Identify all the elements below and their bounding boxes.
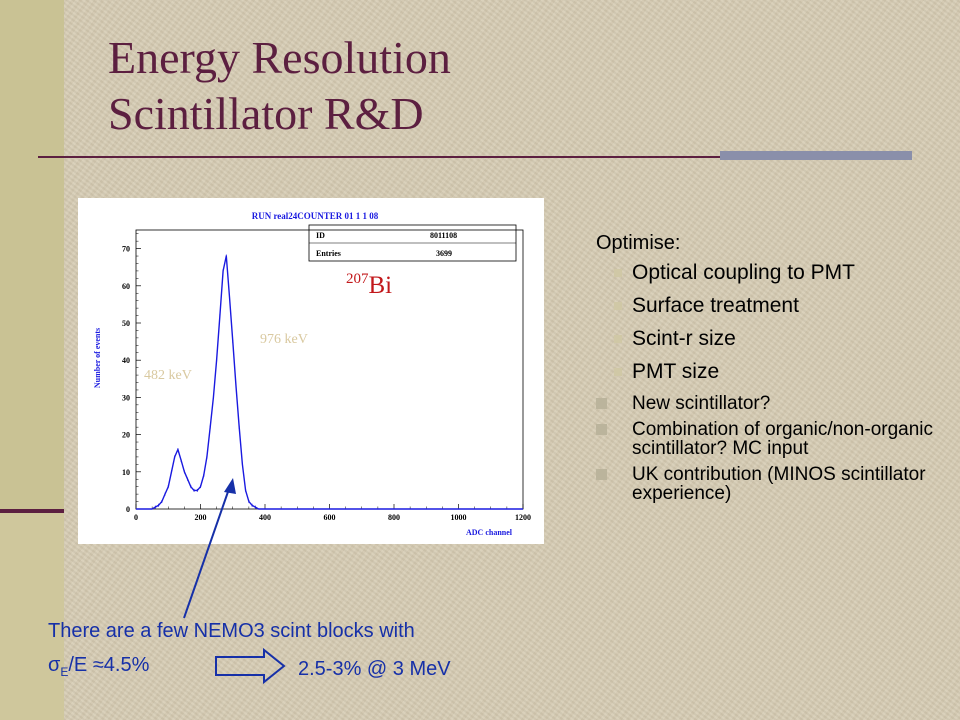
sub-item-scint-size: Scint-r size xyxy=(596,328,946,349)
stats-entries-value: 3699 xyxy=(436,249,452,258)
y-tick-label-3: 30 xyxy=(122,393,130,402)
sigma-symbol: σ xyxy=(48,654,61,676)
x-tick-label-4: 800 xyxy=(388,513,400,522)
y-tick-label-2: 20 xyxy=(122,431,130,440)
y-tick-label-4: 40 xyxy=(122,356,130,365)
title-line-2: Scintillator R&D xyxy=(108,88,424,139)
main-bullet-list: New scintillator? Combination of organic… xyxy=(596,394,946,503)
x-tick-label-0: 0 xyxy=(134,513,138,522)
bullet-list-panel: Optimise: Optical coupling to PMT Surfac… xyxy=(596,232,946,510)
item-new-scintillator: New scintillator? xyxy=(596,394,946,413)
peak-label-976: 976 keV xyxy=(260,332,308,347)
y-tick-label-0: 0 xyxy=(126,505,130,514)
item-combination: Combination of organic/non-organic scint… xyxy=(596,420,946,458)
y-tick-label-5: 50 xyxy=(122,319,130,328)
result-text: 2.5-3% @ 3 MeV xyxy=(298,658,451,680)
y-tick-label-6: 60 xyxy=(122,282,130,291)
x-tick-label-5: 1000 xyxy=(451,513,467,522)
resolution-value: /E ≈4.5% xyxy=(68,654,150,676)
optimise-heading: Optimise: xyxy=(596,232,681,254)
left-decor-bar xyxy=(0,0,64,512)
x-tick-label-2: 400 xyxy=(259,513,271,522)
note-text: There are a few NEMO3 scint blocks with xyxy=(48,620,415,642)
sub-item-optical-coupling: Optical coupling to PMT xyxy=(596,262,946,283)
slide-title: Energy Resolution Scintillator R&D xyxy=(108,30,451,142)
y-axis-label: Number of events xyxy=(93,328,102,388)
isotope-mass: 207 xyxy=(346,271,369,287)
stats-entries-key: Entries xyxy=(316,249,341,258)
histogram-chart: RUN real24COUNTER 01 1 1 08 ID 8011108 E… xyxy=(93,211,531,537)
result-arrow-icon xyxy=(215,647,286,685)
peak-label-482: 482 keV xyxy=(144,368,192,383)
x-tick-label-6: 1200 xyxy=(515,513,531,522)
stats-id-value: 8011108 xyxy=(430,231,457,240)
title-divider-accent xyxy=(720,151,912,160)
x-tick-label-3: 600 xyxy=(324,513,336,522)
title-divider xyxy=(38,156,912,158)
y-tick-label-1: 10 xyxy=(122,468,130,477)
histogram-panel: RUN real24COUNTER 01 1 1 08 ID 8011108 E… xyxy=(78,198,544,544)
x-tick-label-1: 200 xyxy=(195,513,207,522)
left-decor-bar-edge xyxy=(0,509,64,513)
title-line-1: Energy Resolution xyxy=(108,32,451,83)
sub-item-surface-treatment: Surface treatment xyxy=(596,295,946,316)
x-axis-label: ADC channel xyxy=(466,528,513,537)
isotope-symbol: Bi xyxy=(368,272,393,299)
sub-item-pmt-size: PMT size xyxy=(596,361,946,382)
plot-frame xyxy=(135,229,524,510)
isotope-label: 207Bi xyxy=(346,271,393,300)
resolution-note: σE/E ≈4.5% xyxy=(48,654,149,679)
item-uk-contribution: UK contribution (MINOS scintillator expe… xyxy=(596,465,946,503)
optimise-sub-list: Optical coupling to PMT Surface treatmen… xyxy=(596,262,946,382)
histogram-series-0 xyxy=(136,255,523,510)
sigma-subscript: E xyxy=(60,665,69,679)
y-tick-label-7: 70 xyxy=(122,245,130,254)
plot-title: RUN real24COUNTER 01 1 1 08 xyxy=(252,211,379,221)
stats-id-key: ID xyxy=(316,231,325,240)
